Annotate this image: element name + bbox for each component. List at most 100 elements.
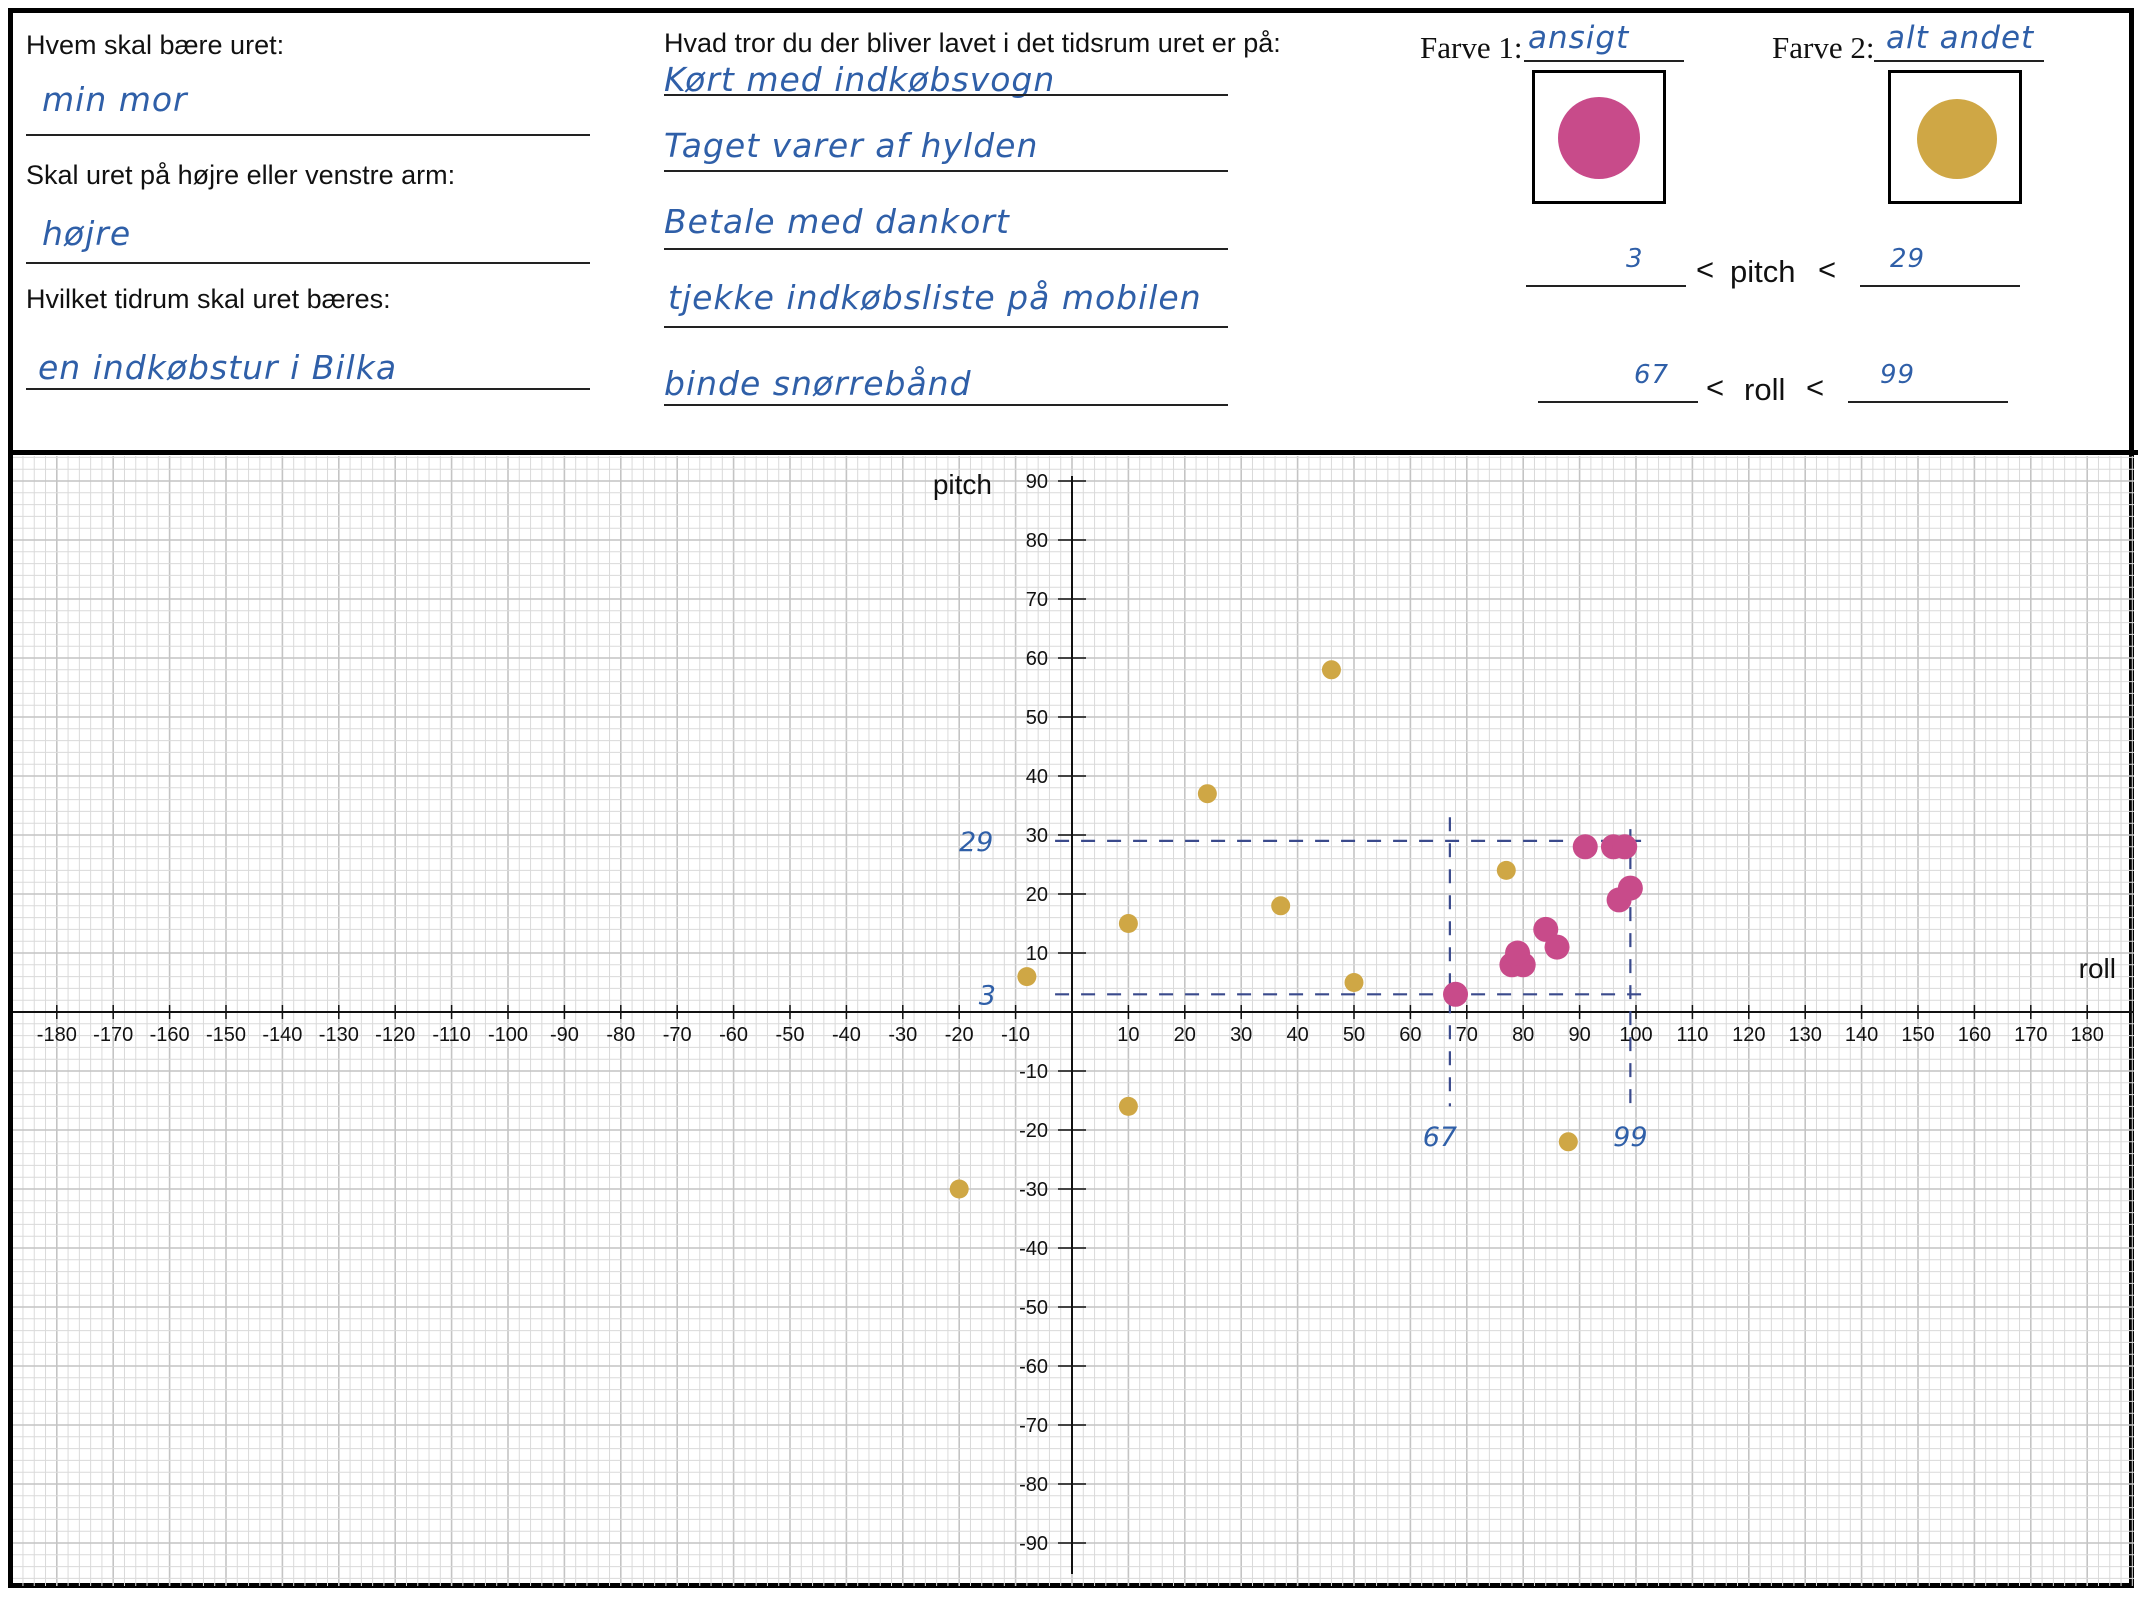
y-tick-label: 40: [1026, 766, 1048, 788]
x-tick-label: -120: [375, 1024, 415, 1046]
point-alt-andet: [1271, 896, 1291, 916]
pitch-label: pitch: [1730, 254, 1796, 289]
x-tick-label: 180: [2071, 1024, 2104, 1046]
tick-labels: -180 -170 -160 -150 -140 -130 -120 -110 -100 -90 -…: [37, 469, 2116, 1555]
y-tick-label: 70: [1026, 589, 1048, 611]
answer-line: [664, 94, 1228, 96]
x-tick-label: -80: [606, 1024, 635, 1046]
y-tick-label: -80: [1019, 1474, 1048, 1496]
point-alt-andet: [1558, 1132, 1578, 1152]
y-tick-label: 20: [1026, 884, 1048, 906]
x-tick-label: 60: [1399, 1024, 1421, 1046]
x-tick-label: 50: [1343, 1024, 1365, 1046]
point-ansigt: [1443, 981, 1469, 1007]
x-tick-label: -70: [663, 1024, 692, 1046]
answer-line: [664, 404, 1228, 406]
lt-sign: <: [1818, 252, 1837, 287]
roll-label: roll: [1744, 372, 1786, 407]
pitch-max-value: 29: [1890, 244, 1926, 274]
y-tick-label: 30: [1026, 825, 1048, 847]
x-tick-label: 80: [1512, 1024, 1534, 1046]
answer-timespan: en indkøbstur i Bilka: [38, 348, 398, 387]
question-activities: Hvad tror du der bliver lavet i det tids…: [664, 28, 1281, 58]
y-tick-label: 50: [1026, 707, 1048, 729]
x-tick-label: 20: [1174, 1024, 1196, 1046]
x-tick-label: -110: [432, 1024, 471, 1046]
point-ansigt: [1505, 940, 1531, 966]
x-tick-label: 10: [1117, 1024, 1139, 1046]
range-guides: 29 3 67 99: [959, 817, 1648, 1153]
farve2-swatch-box: [1888, 70, 2022, 204]
x-tick-label: 140: [1845, 1024, 1878, 1046]
x-tick-label: -130: [319, 1024, 359, 1046]
activity-item: Kørt med indkøbsvogn: [664, 60, 1056, 99]
y-tick-label: -20: [1019, 1120, 1048, 1142]
answer-line: [26, 262, 590, 264]
farve2-label: Farve 2:: [1772, 30, 1875, 65]
pitch-min-line: [1526, 285, 1686, 287]
point-alt-andet: [1017, 967, 1037, 987]
x-tick-label: 120: [1732, 1024, 1765, 1046]
point-ansigt: [1533, 916, 1559, 942]
activity-item: binde snørrebånd: [664, 364, 972, 403]
y-tick-label: -90: [1019, 1533, 1048, 1555]
roll-high-annotation: 99: [1613, 1122, 1647, 1153]
point-ansigt: [1612, 834, 1638, 860]
pitch-min-value: 3: [1626, 244, 1644, 274]
x-tick-label: 150: [1901, 1024, 1934, 1046]
farve1-label: Farve 1:: [1420, 30, 1523, 65]
x-tick-label: -180: [37, 1024, 77, 1046]
farve2-swatch: [1917, 99, 1997, 179]
y-tick-label: -30: [1019, 1179, 1048, 1201]
answer-line: [664, 248, 1228, 250]
form-frame: [8, 8, 2134, 1588]
x-tick-label: -90: [550, 1024, 579, 1046]
point-alt-andet: [1321, 660, 1341, 680]
activity-item: Taget varer af hylden: [664, 126, 1039, 165]
x-tick-label: -40: [832, 1024, 861, 1046]
roll-min-line: [1538, 401, 1698, 403]
answer-line: [664, 326, 1228, 328]
x-tick-label: 90: [1568, 1024, 1590, 1046]
x-tick-label: 170: [2014, 1024, 2047, 1046]
y-tick-label: 60: [1026, 648, 1048, 670]
question-who: Hvem skal bære uret:: [26, 30, 285, 60]
pitch-max-line: [1860, 285, 2020, 287]
answer-line: [26, 134, 590, 136]
y-axis-label: pitch: [933, 469, 992, 500]
x-tick-label: -30: [888, 1024, 917, 1046]
point-alt-andet: [1118, 1096, 1138, 1116]
farve2-line: [1874, 60, 2044, 62]
x-tick-label: -20: [945, 1024, 974, 1046]
point-ansigt: [1544, 934, 1570, 960]
y-tick-label: -10: [1019, 1061, 1048, 1083]
x-tick-label: -60: [719, 1024, 748, 1046]
y-tick-label: -40: [1019, 1238, 1048, 1260]
activity-item: Betale med dankort: [664, 202, 1010, 241]
x-tick-label: 100: [1619, 1024, 1652, 1046]
point-alt-andet: [1118, 914, 1138, 933]
farve1-value: ansigt: [1528, 20, 1630, 56]
point-alt-andet: [1344, 973, 1364, 992]
axes: [13, 476, 2134, 1574]
x-tick-label: -50: [776, 1024, 805, 1046]
x-tick-label: -100: [488, 1024, 528, 1046]
x-tick-label: -170: [93, 1024, 133, 1046]
answer-line: [664, 170, 1228, 172]
farve2-value: alt andet: [1886, 20, 2035, 56]
activity-item: tjekke indkøbsliste på mobilen: [668, 278, 1202, 317]
x-tick-label: -160: [150, 1024, 190, 1046]
farve1-line: [1524, 60, 1684, 62]
x-tick-label: 30: [1230, 1024, 1252, 1046]
question-timespan: Hvilket tidrum skal uret bæres:: [26, 284, 391, 314]
y-tick-label: -50: [1019, 1297, 1048, 1319]
question-arm: Skal uret på højre eller venstre arm:: [26, 160, 456, 190]
point-alt-andet: [949, 1179, 969, 1199]
point-ansigt: [1572, 834, 1598, 860]
section-divider: [8, 450, 2138, 455]
roll-low-annotation: 67: [1423, 1122, 1457, 1153]
y-tick-label: 90: [1026, 471, 1048, 493]
x-tick-label: 160: [1958, 1024, 1991, 1046]
lt-sign: <: [1696, 252, 1715, 287]
